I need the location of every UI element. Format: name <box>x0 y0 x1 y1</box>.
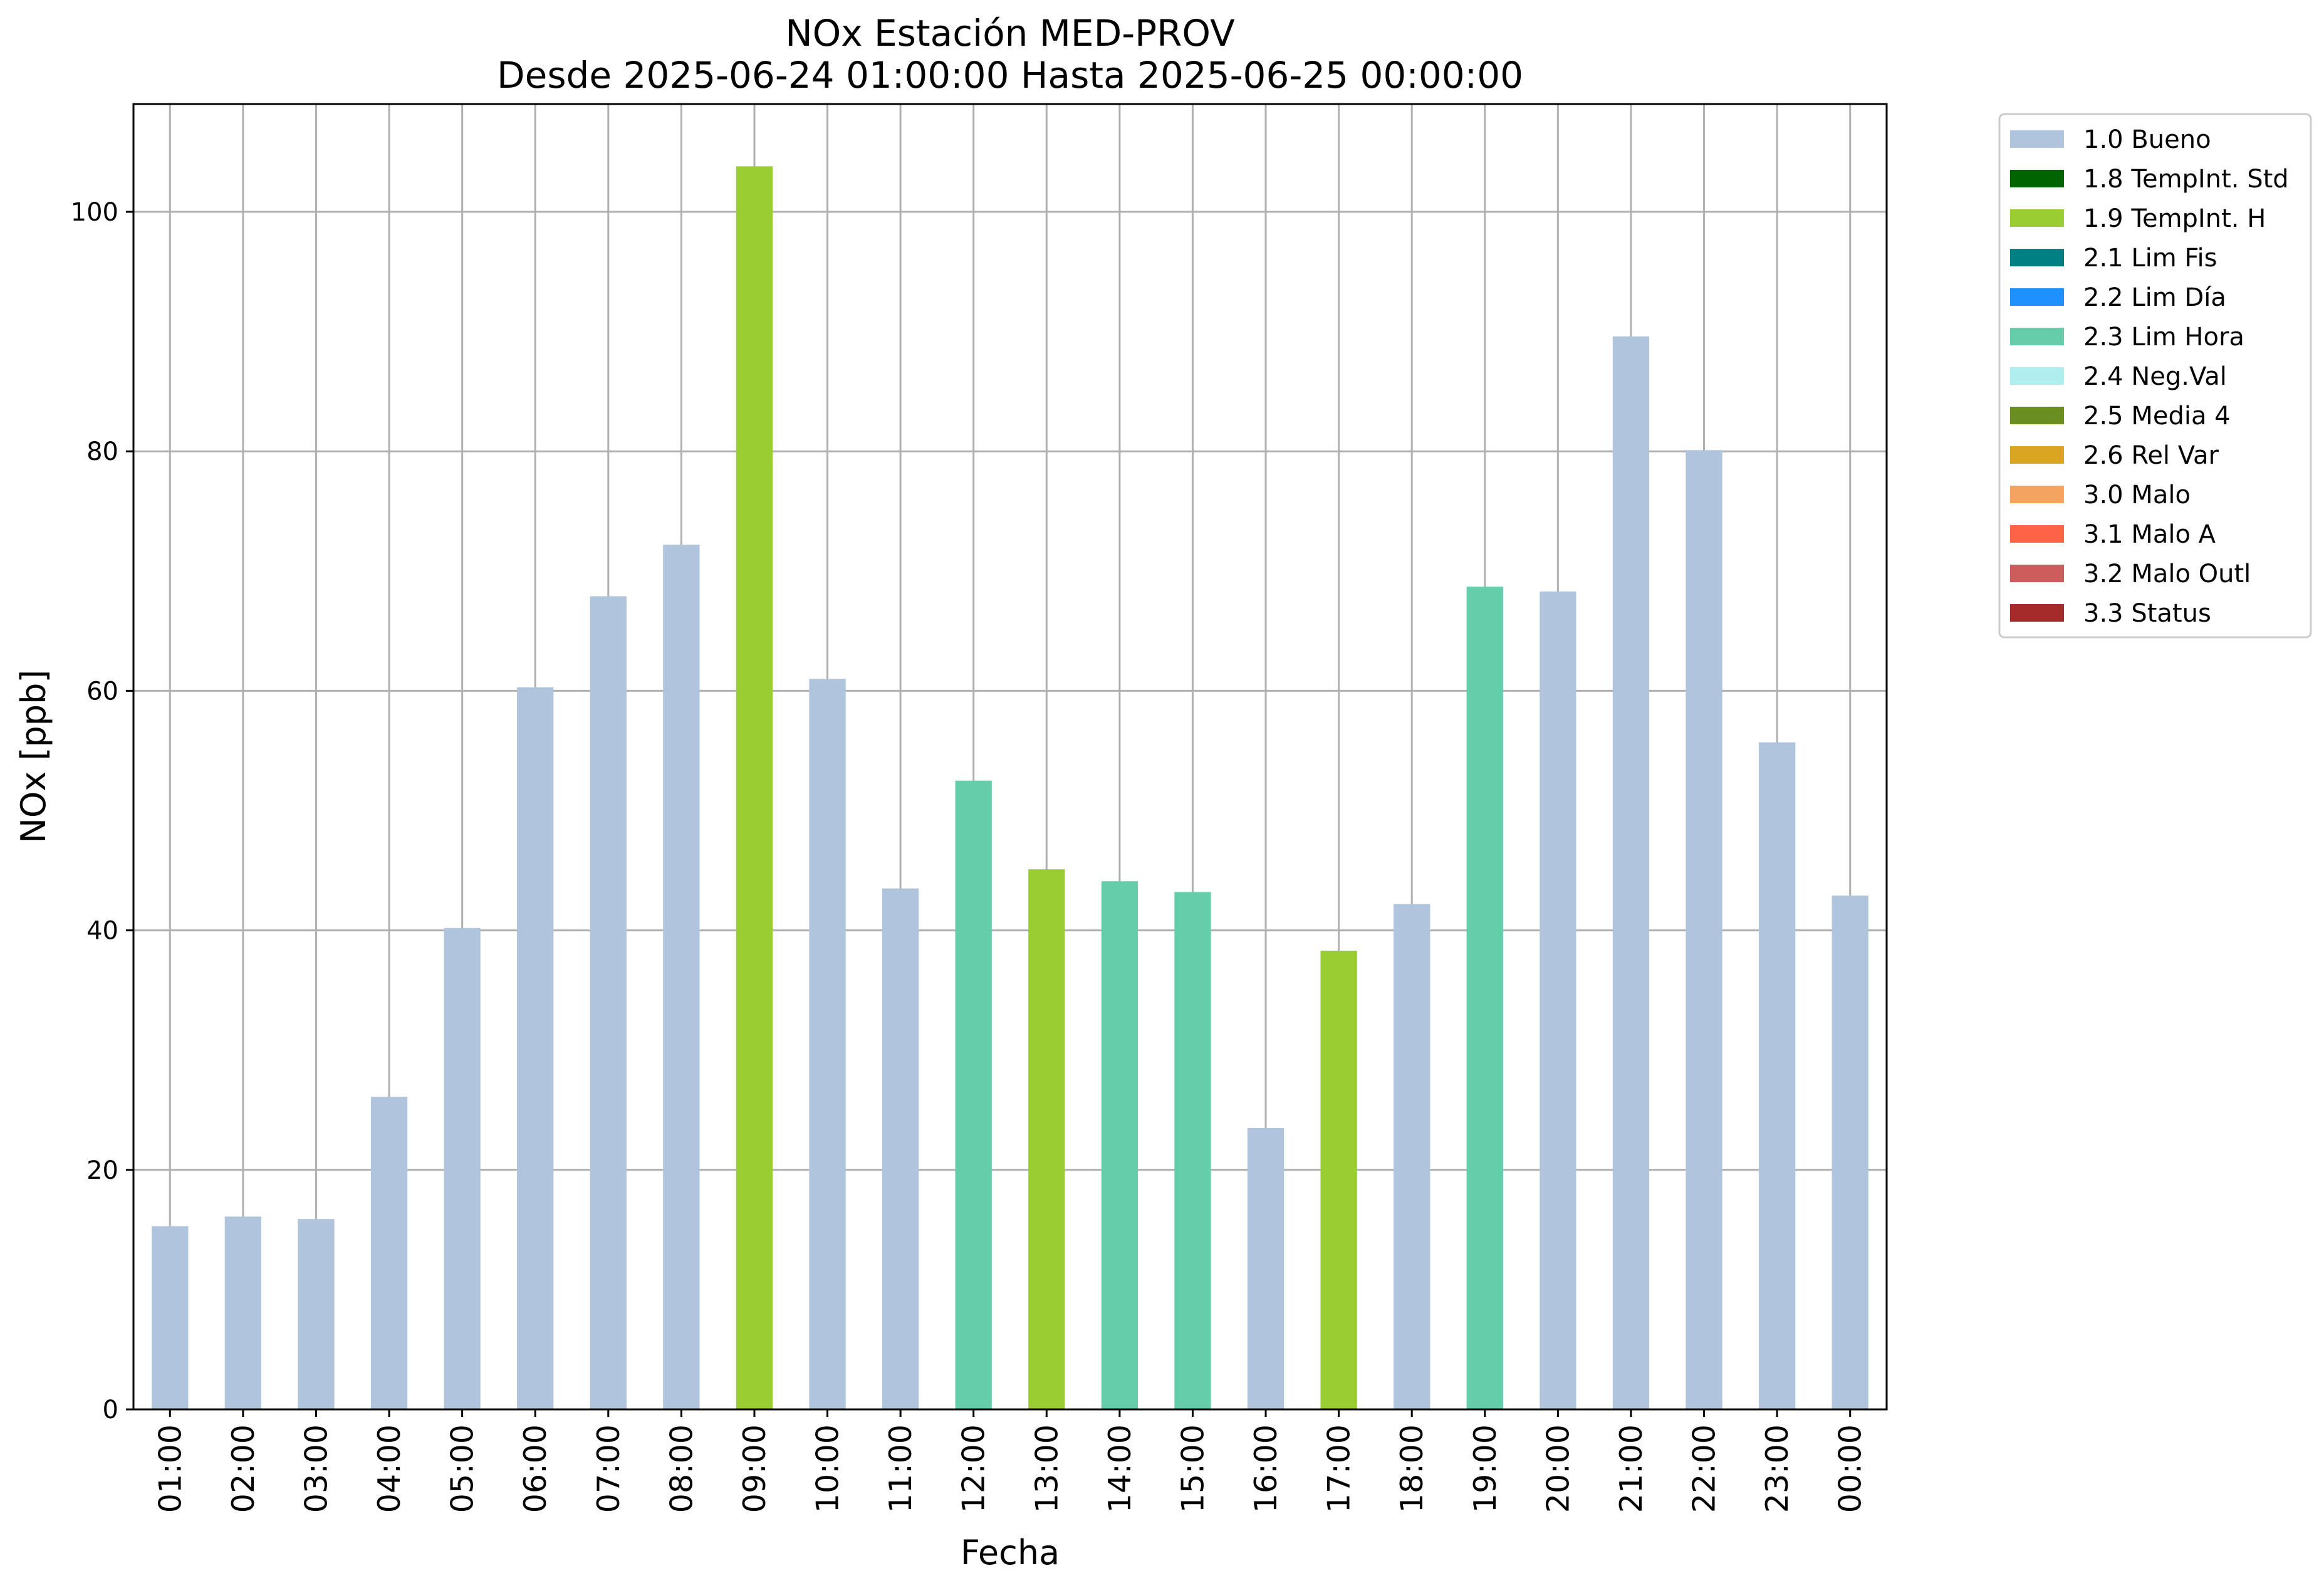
bar-1900 <box>1466 587 1503 1409</box>
bar-0100 <box>152 1226 189 1409</box>
legend-label: 3.0 Malo <box>2083 481 2191 509</box>
bar-1400 <box>1101 881 1139 1409</box>
legend-swatch <box>2010 525 2064 543</box>
x-tick-label: 21:00 <box>1613 1424 1649 1513</box>
legend-label: 2.5 Media 4 <box>2083 402 2231 431</box>
bar-0200 <box>224 1216 262 1409</box>
x-tick-label: 10:00 <box>810 1424 846 1513</box>
bar-1600 <box>1247 1127 1284 1409</box>
legend-swatch <box>2010 328 2064 345</box>
chart-title: NOx Estación MED-PROV <box>785 12 1235 55</box>
x-tick-label: 07:00 <box>591 1424 627 1513</box>
x-tick-label: 08:00 <box>664 1424 699 1513</box>
x-tick-label: 11:00 <box>883 1424 919 1513</box>
x-tick-label: 00:00 <box>1833 1424 1868 1513</box>
bar-0000 <box>1832 896 1868 1409</box>
x-tick-label: 18:00 <box>1394 1424 1430 1513</box>
bar-0900 <box>736 166 773 1410</box>
bar-1000 <box>809 679 846 1409</box>
bar-0600 <box>517 687 554 1409</box>
x-tick-label: 17:00 <box>1321 1424 1357 1513</box>
plot-frame <box>132 103 1888 1411</box>
legend-swatch <box>2010 130 2064 148</box>
legend-label: 1.8 TempInt. Std <box>2083 165 2289 194</box>
legend-swatch <box>2010 604 2064 622</box>
bar-1800 <box>1394 904 1430 1409</box>
y-tick-label: 0 <box>103 1396 118 1424</box>
chart-subtitle: Desde 2025-06-24 01:00:00 Hasta 2025-06-… <box>497 54 1523 97</box>
legend-swatch <box>2010 249 2064 266</box>
legend-label: 2.2 Lim Día <box>2083 283 2226 312</box>
legend-label: 2.4 Neg.Val <box>2083 362 2227 391</box>
x-tick-label: 03:00 <box>298 1424 334 1513</box>
x-tick-label: 04:00 <box>372 1424 407 1513</box>
bar-2000 <box>1540 591 1576 1409</box>
x-tick-label: 14:00 <box>1102 1424 1138 1513</box>
x-tick-label: 09:00 <box>737 1424 773 1513</box>
legend-swatch <box>2010 209 2064 227</box>
x-tick-label: 16:00 <box>1248 1424 1284 1513</box>
legend-label: 2.1 Lim Fis <box>2083 244 2217 273</box>
legend-label: 3.2 Malo Outl <box>2083 560 2251 588</box>
x-tick-label: 06:00 <box>518 1424 553 1513</box>
bar-0800 <box>663 545 700 1409</box>
legend-swatch <box>2010 446 2064 464</box>
x-tick-label: 23:00 <box>1759 1424 1795 1513</box>
bar-1200 <box>955 780 992 1409</box>
legend-swatch <box>2010 367 2064 385</box>
y-axis-label: NOx [ppb] <box>14 670 53 844</box>
legend-swatch <box>2010 486 2064 503</box>
bar-2300 <box>1758 742 1796 1409</box>
bar-2200 <box>1686 450 1722 1409</box>
legend-label: 1.9 TempInt. H <box>2083 204 2266 233</box>
x-tick-label: 22:00 <box>1687 1424 1722 1513</box>
legend-swatch <box>2010 288 2064 306</box>
bar-1700 <box>1320 951 1357 1409</box>
legend-swatch <box>2010 407 2064 424</box>
bar-1500 <box>1174 892 1211 1409</box>
x-tick-label: 19:00 <box>1467 1424 1503 1513</box>
x-axis-ticks: 01:00 02:00 03:00 04:00 05:00 06:00 07:00 08:00… <box>152 1409 1868 1513</box>
bars <box>152 166 1868 1410</box>
bar-0300 <box>298 1219 335 1409</box>
y-tick-label: 40 <box>86 917 118 946</box>
legend-label: 1.0 Bueno <box>2083 125 2211 154</box>
legend: 1.0 Bueno 1.8 TempInt. Std 1.9 TempInt. H 2… <box>1998 113 2312 639</box>
y-tick-label: 60 <box>86 677 118 706</box>
x-axis-label: Fecha <box>961 1533 1060 1572</box>
y-axis-ticks: 0 20 40 60 80 100 <box>71 198 133 1424</box>
y-tick-label: 20 <box>86 1156 118 1185</box>
legend-swatch <box>2010 565 2064 582</box>
legend-label: 3.3 Status <box>2083 599 2211 628</box>
legend-frame <box>1998 113 2312 639</box>
legend-label: 3.1 Malo A <box>2083 520 2216 549</box>
y-tick-label: 100 <box>71 198 118 227</box>
bar-1300 <box>1028 869 1065 1409</box>
legend-label: 2.3 Lim Hora <box>2083 323 2244 352</box>
x-tick-label: 15:00 <box>1175 1424 1211 1513</box>
x-tick-label: 02:00 <box>226 1424 261 1513</box>
bar-0500 <box>444 927 481 1409</box>
bar-1100 <box>882 888 919 1409</box>
y-tick-label: 80 <box>86 437 118 466</box>
x-tick-label: 20:00 <box>1540 1424 1576 1513</box>
legend-swatch <box>2010 170 2064 187</box>
bar-2100 <box>1612 336 1650 1409</box>
bar-0400 <box>370 1097 408 1409</box>
x-tick-label: 12:00 <box>956 1424 992 1513</box>
x-tick-label: 05:00 <box>445 1424 481 1513</box>
bar-0700 <box>590 596 627 1409</box>
legend-label: 2.6 Rel Var <box>2083 441 2219 470</box>
x-tick-label: 13:00 <box>1029 1424 1065 1513</box>
x-tick-label: 01:00 <box>152 1424 188 1513</box>
